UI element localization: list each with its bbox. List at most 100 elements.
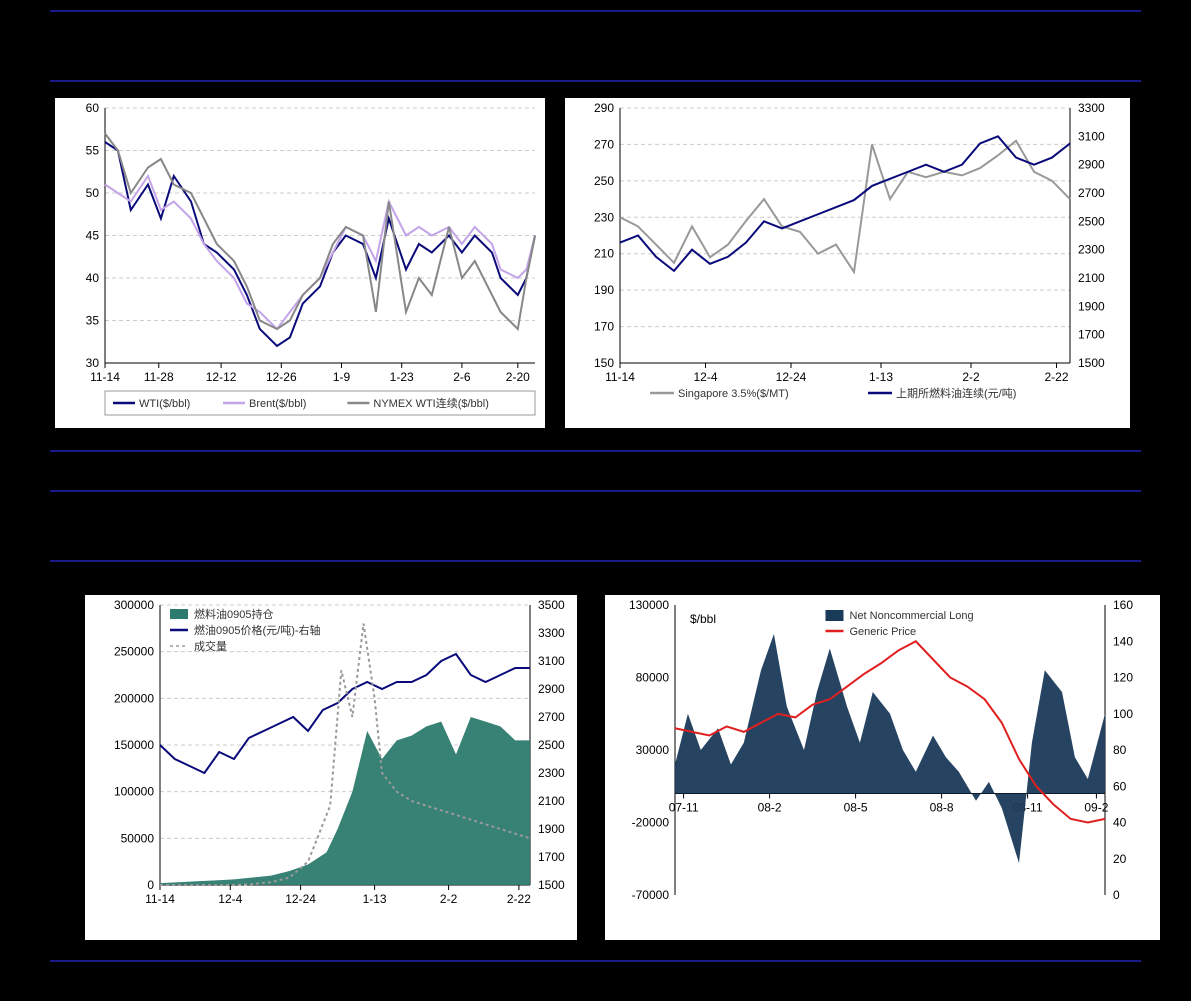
svg-text:1-9: 1-9 [333,370,351,384]
svg-text:成交量: 成交量 [194,639,227,653]
svg-text:55: 55 [86,144,100,158]
svg-text:2-20: 2-20 [506,370,530,384]
svg-text:230: 230 [594,210,614,224]
svg-text:2900: 2900 [1078,158,1105,172]
svg-text:$/bbl: $/bbl [690,612,716,626]
svg-text:1900: 1900 [1078,299,1105,313]
svg-text:170: 170 [594,320,614,334]
svg-text:12-4: 12-4 [218,892,242,906]
svg-text:3500: 3500 [538,598,565,612]
svg-text:08-8: 08-8 [930,801,954,815]
svg-text:120: 120 [1113,671,1133,685]
svg-text:40: 40 [86,271,100,285]
svg-text:30000: 30000 [636,743,670,757]
svg-text:Generic Price: Generic Price [850,626,917,638]
svg-text:WTI($/bbl): WTI($/bbl) [139,398,190,410]
svg-text:2100: 2100 [1078,271,1105,285]
svg-text:150000: 150000 [114,738,154,752]
divider-top-1 [50,10,1141,12]
svg-text:2900: 2900 [538,682,565,696]
svg-text:12-12: 12-12 [206,370,237,384]
svg-text:2-22: 2-22 [507,892,531,906]
svg-text:3300: 3300 [538,626,565,640]
chart-fuel-oil-prices: 150 170 190 210 230 250 270 290 1500 1700 1900 2100… [565,98,1130,428]
svg-text:100: 100 [1113,707,1133,721]
svg-text:2500: 2500 [538,738,565,752]
svg-text:80: 80 [1113,743,1127,757]
svg-text:11-14: 11-14 [145,892,175,906]
svg-text:60: 60 [1113,779,1127,793]
chart-noncommercial-long: -70000 -20000 30000 80000 130000 0 20 40 60 80 100… [605,595,1160,940]
svg-text:12-4: 12-4 [693,370,717,384]
svg-text:Singapore 3.5%($/MT): Singapore 3.5%($/MT) [678,388,789,400]
svg-text:30: 30 [86,356,100,370]
svg-text:2300: 2300 [538,766,565,780]
svg-text:08-5: 08-5 [844,801,868,815]
svg-text:燃料油0905持仓: 燃料油0905持仓 [194,607,273,621]
svg-text:130000: 130000 [629,598,669,612]
svg-text:210: 210 [594,247,614,261]
divider-mid-3 [50,560,1141,562]
chart-crude-prices: 30 35 40 45 50 55 60 11-14 11-28 12-12 12-26 1-9 1-2… [55,98,545,428]
svg-text:3300: 3300 [1078,101,1105,115]
svg-text:250000: 250000 [114,645,154,659]
svg-text:上期所燃料油连续(元/吨): 上期所燃料油连续(元/吨) [896,386,1016,400]
svg-text:3100: 3100 [1078,129,1105,143]
divider-top-2 [50,80,1141,82]
svg-text:140: 140 [1113,634,1133,648]
svg-text:0: 0 [1113,888,1120,902]
svg-text:1700: 1700 [538,850,565,864]
svg-text:190: 190 [594,283,614,297]
svg-text:40: 40 [1113,816,1127,830]
svg-text:2-2: 2-2 [440,892,458,906]
svg-text:12-26: 12-26 [266,370,297,384]
svg-text:35: 35 [86,314,100,328]
svg-text:160: 160 [1113,598,1133,612]
svg-text:1500: 1500 [1078,356,1105,370]
svg-text:11-14: 11-14 [605,370,635,384]
divider-mid-1 [50,450,1141,452]
svg-text:80000: 80000 [636,671,670,685]
svg-text:2300: 2300 [1078,243,1105,257]
svg-text:-70000: -70000 [632,888,670,902]
svg-text:Net Noncommercial Long: Net Noncommercial Long [850,610,974,622]
svg-text:250: 250 [594,174,614,188]
svg-text:1500: 1500 [538,878,565,892]
svg-text:2700: 2700 [538,710,565,724]
svg-text:270: 270 [594,137,614,151]
svg-text:1900: 1900 [538,822,565,836]
svg-text:2500: 2500 [1078,214,1105,228]
svg-text:150: 150 [594,356,614,370]
svg-text:-20000: -20000 [632,816,670,830]
svg-text:100000: 100000 [114,785,154,799]
svg-text:60: 60 [86,101,100,115]
svg-text:NYMEX WTI连续($/bbl): NYMEX WTI连续($/bbl) [373,396,489,410]
svg-text:2100: 2100 [538,794,565,808]
divider-bottom-1 [50,960,1141,962]
divider-mid-2 [50,490,1141,492]
svg-text:2-2: 2-2 [962,370,980,384]
svg-text:08-2: 08-2 [758,801,782,815]
svg-text:07-11: 07-11 [669,801,699,815]
svg-text:2700: 2700 [1078,186,1105,200]
svg-text:1-23: 1-23 [390,370,414,384]
svg-text:200000: 200000 [114,691,154,705]
svg-text:1700: 1700 [1078,328,1105,342]
svg-text:Brent($/bbl): Brent($/bbl) [249,398,306,410]
svg-text:290: 290 [594,101,614,115]
svg-text:11-14: 11-14 [90,370,120,384]
svg-text:燃油0905价格(元/吨)-右轴: 燃油0905价格(元/吨)-右轴 [194,623,321,637]
chart-fuel-oil-oi-volume: 0 50000 100000 150000 200000 250000 300000 1500… [85,595,577,940]
svg-text:09-2: 09-2 [1084,801,1108,815]
svg-text:45: 45 [86,229,100,243]
svg-text:300000: 300000 [114,598,154,612]
svg-text:50: 50 [86,186,100,200]
svg-text:11-28: 11-28 [144,370,174,384]
svg-text:2-22: 2-22 [1044,370,1068,384]
svg-text:20: 20 [1113,852,1127,866]
svg-text:50000: 50000 [121,831,155,845]
svg-text:1-13: 1-13 [363,892,387,906]
svg-text:3100: 3100 [538,654,565,668]
svg-text:0: 0 [147,878,154,892]
svg-text:12-24: 12-24 [776,370,807,384]
